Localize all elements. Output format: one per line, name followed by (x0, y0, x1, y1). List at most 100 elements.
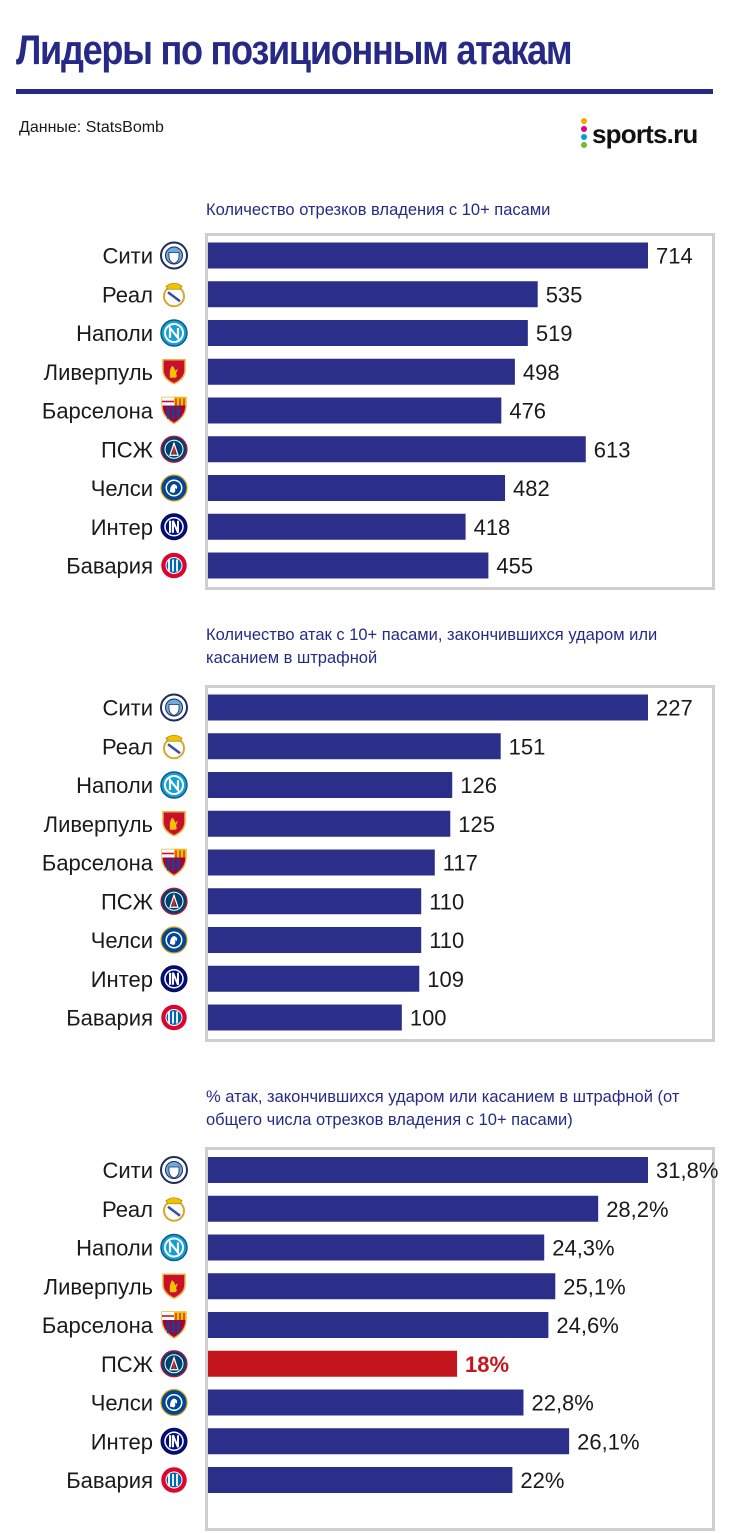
team-label: Сити (102, 696, 153, 721)
bar (208, 358, 515, 385)
liverpool-crest (162, 359, 186, 385)
value-label: 535 (546, 282, 583, 307)
team-label: Интер (91, 1429, 153, 1454)
team-label: Наполи (76, 773, 153, 798)
inter-crest (160, 513, 188, 541)
inter-crest (160, 965, 188, 993)
bar (208, 1157, 648, 1183)
bar (208, 1234, 545, 1261)
psg-crest (160, 435, 188, 463)
title-underline (16, 89, 713, 94)
value-label: 22% (520, 1468, 564, 1493)
team-label: Сити (102, 1158, 153, 1183)
inter-crest (160, 1427, 188, 1455)
team-label: Ливерпуль (44, 812, 153, 837)
bar (208, 772, 453, 798)
value-label: 519 (536, 321, 573, 346)
chart-2-frame (205, 685, 715, 1042)
bar (208, 965, 420, 992)
team-label: ПСЖ (101, 1352, 154, 1377)
value-label: 110 (429, 889, 464, 914)
napoli-crest (160, 771, 188, 799)
bar (208, 1350, 458, 1377)
bar (208, 242, 648, 269)
real-madrid-crest (163, 282, 185, 308)
man-city-crest (160, 693, 188, 722)
value-label: 455 (496, 554, 533, 579)
team-label: ПСЖ (101, 889, 154, 914)
value-label: 117 (443, 851, 478, 876)
bayern-crest (160, 552, 188, 579)
chart-3: Сити 31,8% Реал 28,2% Наполи 24,3% Ливерпуль 25… (42, 1156, 718, 1494)
team-label: Интер (91, 967, 153, 992)
real-madrid-crest (163, 1197, 185, 1222)
man-city-crest (160, 1156, 188, 1184)
team-label: Интер (91, 515, 153, 540)
value-label: 22,8% (531, 1391, 593, 1416)
value-label: 227 (656, 696, 693, 721)
value-label: 18% (465, 1352, 509, 1377)
chelsea-crest (160, 474, 188, 502)
team-label: Барселона (42, 399, 154, 424)
barcelona-crest (161, 396, 187, 425)
chelsea-crest (160, 926, 188, 954)
bayern-crest (160, 1004, 188, 1031)
team-label: Наполи (76, 1236, 153, 1261)
page-title: Лидеры по позиционным атакам (16, 26, 573, 73)
logo-dots-icon (581, 118, 588, 150)
team-label: Ливерпуль (44, 360, 153, 385)
value-label: 26,1% (577, 1429, 639, 1454)
bar (208, 552, 489, 579)
psg-crest (160, 887, 188, 915)
bar (208, 1273, 556, 1300)
value-label: 24,3% (552, 1236, 614, 1261)
team-label: Челси (91, 928, 153, 953)
team-label: Челси (91, 476, 153, 501)
psg-crest (160, 1350, 188, 1378)
value-label: 125 (458, 812, 495, 837)
team-label: Бавария (66, 1468, 153, 1493)
bar (208, 1004, 402, 1031)
chart-2: Сити 227 Реал 151 Наполи 126 Ливерпуль 125 Барсе… (42, 693, 693, 1031)
napoli-crest (160, 1233, 188, 1262)
bar (208, 1467, 513, 1493)
logo-text: sports.ru (592, 118, 698, 149)
team-label: Реал (102, 734, 153, 759)
chart-1-title: Количество отрезков владения с 10+ пасам… (206, 201, 551, 219)
bar (208, 397, 502, 424)
chart-1: Сити 714 Реал 535 Наполи 519 Ливерпуль 498 Барсе… (42, 241, 693, 579)
bar (208, 849, 435, 876)
real-madrid-crest (163, 734, 185, 760)
bar (208, 281, 538, 308)
team-label: Бавария (66, 1006, 153, 1031)
bar (208, 320, 528, 346)
bar (208, 810, 451, 837)
chart-2-title: Количество атак с 10+ пасами, закончивши… (206, 626, 658, 667)
team-label: ПСЖ (101, 437, 154, 462)
team-label: Реал (102, 1197, 153, 1222)
value-label: 109 (427, 967, 464, 992)
team-label: Челси (91, 1391, 153, 1416)
bar (208, 1312, 549, 1338)
sports-ru-logo[interactable]: sports.ru (581, 117, 698, 151)
team-label: Барселона (42, 851, 154, 876)
barcelona-crest (161, 1311, 187, 1339)
chart-3-frame (205, 1147, 715, 1531)
team-label: Наполи (76, 321, 153, 346)
bar (208, 888, 422, 915)
value-label: 476 (509, 399, 546, 424)
liverpool-crest (162, 811, 186, 837)
liverpool-crest (162, 1273, 186, 1300)
value-label: 110 (429, 928, 464, 953)
chart-1-frame (205, 233, 715, 590)
bar (208, 513, 466, 540)
value-label: 714 (656, 244, 693, 269)
value-label: 31,8% (656, 1158, 718, 1183)
barcelona-crest (161, 848, 187, 877)
value-label: 613 (594, 437, 631, 462)
value-label: 126 (460, 773, 497, 798)
bar (208, 1428, 570, 1455)
bar (208, 927, 422, 953)
bar (208, 1389, 524, 1416)
value-label: 498 (523, 360, 560, 385)
